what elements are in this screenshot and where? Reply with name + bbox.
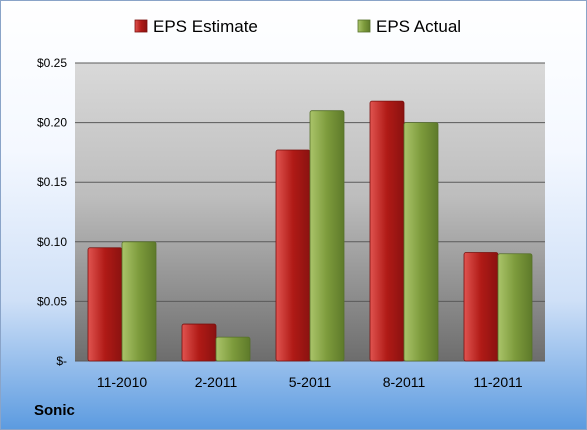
y-tick-label: $0.15: [37, 175, 67, 189]
legend-label: EPS Estimate: [153, 17, 258, 36]
legend-label: EPS Actual: [376, 17, 461, 36]
legend-swatch: [134, 19, 148, 33]
bar-estimate: [369, 100, 405, 362]
bar-actual: [215, 336, 251, 362]
y-tick-label: $0.25: [37, 56, 67, 70]
bar-estimate: [87, 247, 123, 362]
x-tick-label: 11-2010: [97, 374, 148, 390]
y-tick-label: $-: [56, 354, 67, 368]
x-tick-label: 8-2011: [383, 374, 426, 390]
bar-actual: [121, 241, 157, 362]
x-tick-label: 2-2011: [195, 374, 238, 390]
legend-swatch: [357, 19, 371, 33]
bar-actual: [497, 253, 533, 362]
company-name: Sonic: [34, 402, 75, 419]
x-tick-label: 11-2011: [473, 374, 523, 390]
bar-actual: [403, 122, 439, 362]
bar-actual: [309, 110, 345, 362]
y-tick-label: $0.20: [37, 116, 67, 130]
bar-estimate: [181, 323, 217, 362]
bar-estimate: [275, 149, 311, 362]
x-tick-label: 5-2011: [289, 374, 332, 390]
y-tick-label: $0.10: [37, 235, 67, 249]
y-tick-label: $0.05: [37, 294, 67, 308]
bar-estimate: [463, 252, 499, 362]
